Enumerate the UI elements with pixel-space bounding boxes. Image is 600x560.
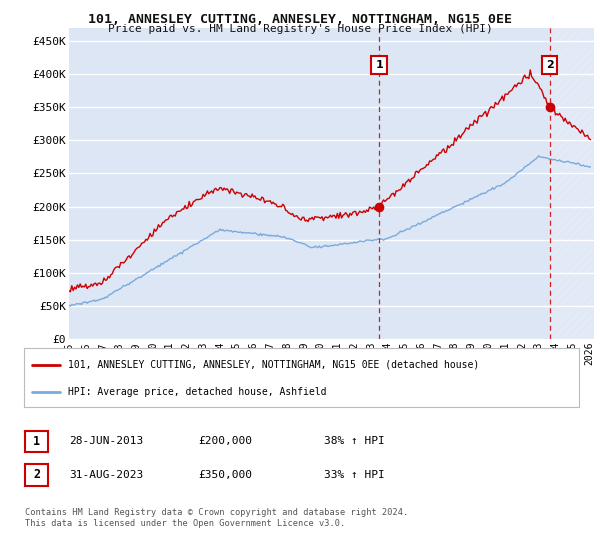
Text: 38% ↑ HPI: 38% ↑ HPI — [324, 436, 385, 446]
Text: 101, ANNESLEY CUTTING, ANNESLEY, NOTTINGHAM, NG15 0EE (detached house): 101, ANNESLEY CUTTING, ANNESLEY, NOTTING… — [68, 360, 479, 370]
Text: 1: 1 — [33, 435, 40, 448]
Text: 101, ANNESLEY CUTTING, ANNESLEY, NOTTINGHAM, NG15 0EE: 101, ANNESLEY CUTTING, ANNESLEY, NOTTING… — [88, 13, 512, 26]
Text: HPI: Average price, detached house, Ashfield: HPI: Average price, detached house, Ashf… — [68, 388, 327, 398]
Text: 28-JUN-2013: 28-JUN-2013 — [69, 436, 143, 446]
Text: Price paid vs. HM Land Registry's House Price Index (HPI): Price paid vs. HM Land Registry's House … — [107, 24, 493, 34]
Text: Contains HM Land Registry data © Crown copyright and database right 2024.
This d: Contains HM Land Registry data © Crown c… — [25, 508, 409, 528]
Text: 2: 2 — [546, 60, 554, 71]
Text: 1: 1 — [375, 60, 383, 71]
Text: 2: 2 — [33, 468, 40, 482]
Text: 31-AUG-2023: 31-AUG-2023 — [69, 470, 143, 480]
Text: 33% ↑ HPI: 33% ↑ HPI — [324, 470, 385, 480]
Bar — [550, 28, 600, 339]
Text: £350,000: £350,000 — [198, 470, 252, 480]
Text: £200,000: £200,000 — [198, 436, 252, 446]
